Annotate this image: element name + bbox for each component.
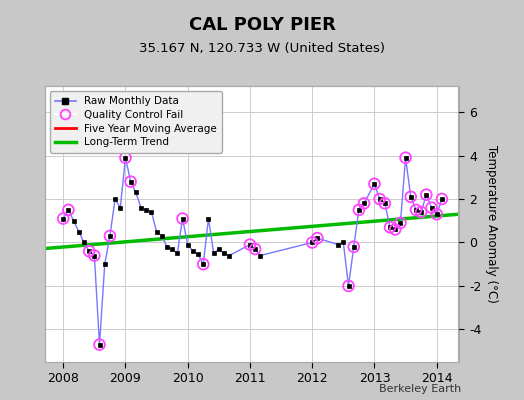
Point bbox=[396, 220, 405, 226]
Point bbox=[370, 180, 379, 187]
Point bbox=[360, 200, 368, 206]
Text: 35.167 N, 120.733 W (United States): 35.167 N, 120.733 W (United States) bbox=[139, 42, 385, 55]
Point bbox=[313, 235, 322, 241]
Point bbox=[246, 242, 254, 248]
Point bbox=[412, 207, 420, 213]
Point bbox=[380, 200, 389, 206]
Point bbox=[59, 215, 68, 222]
Point bbox=[350, 244, 358, 250]
Point bbox=[85, 248, 93, 254]
Point bbox=[422, 192, 431, 198]
Point bbox=[308, 239, 316, 246]
Point bbox=[417, 209, 425, 215]
Point bbox=[178, 215, 187, 222]
Point bbox=[90, 252, 99, 259]
Point bbox=[121, 154, 129, 161]
Point bbox=[428, 204, 436, 211]
Point bbox=[355, 207, 363, 213]
Text: CAL POLY PIER: CAL POLY PIER bbox=[189, 16, 335, 34]
Point bbox=[386, 224, 394, 230]
Point bbox=[391, 226, 399, 233]
Point bbox=[199, 261, 208, 268]
Point bbox=[251, 246, 259, 252]
Point bbox=[126, 178, 135, 185]
Point bbox=[401, 154, 410, 161]
Point bbox=[106, 233, 114, 239]
Y-axis label: Temperature Anomaly (°C): Temperature Anomaly (°C) bbox=[485, 145, 498, 303]
Point bbox=[64, 207, 72, 213]
Point bbox=[432, 211, 441, 218]
Point bbox=[344, 283, 353, 289]
Legend: Raw Monthly Data, Quality Control Fail, Five Year Moving Average, Long-Term Tren: Raw Monthly Data, Quality Control Fail, … bbox=[50, 91, 222, 152]
Point bbox=[407, 194, 415, 200]
Point bbox=[375, 196, 384, 202]
Text: Berkeley Earth: Berkeley Earth bbox=[379, 384, 461, 394]
Point bbox=[438, 196, 446, 202]
Point bbox=[95, 342, 104, 348]
